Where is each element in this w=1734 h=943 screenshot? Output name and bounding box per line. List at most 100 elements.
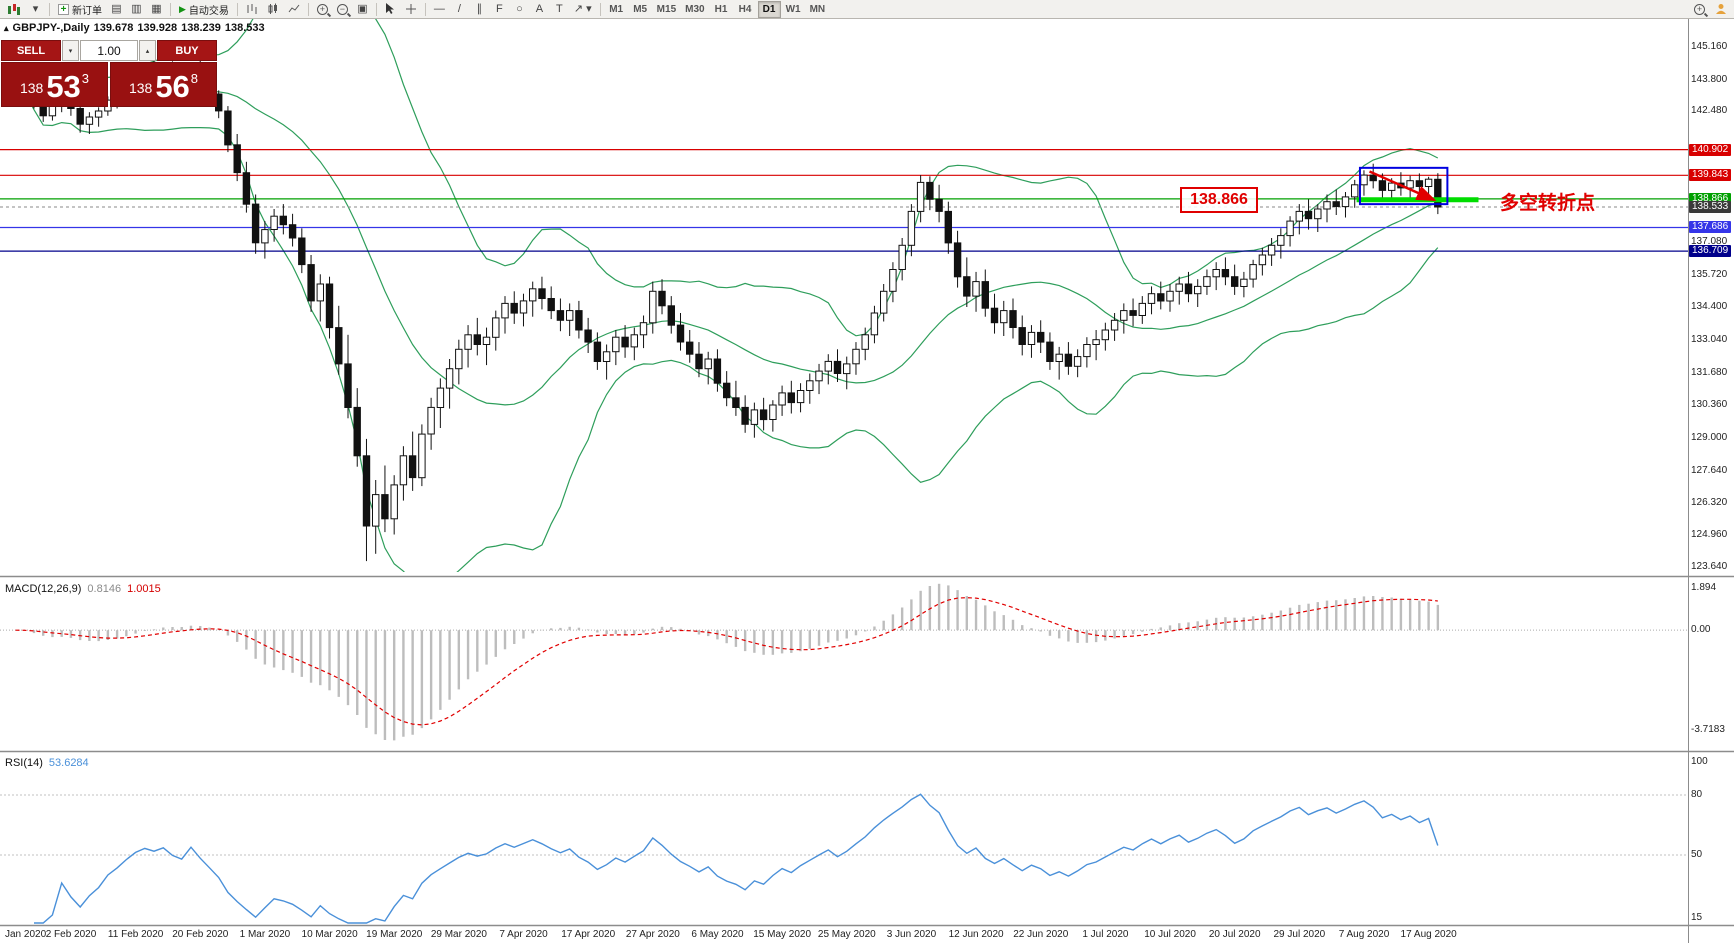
symbol-search-button[interactable]: + <box>1690 1 1709 18</box>
bid-main: 53 <box>46 69 81 104</box>
toolbar-separator <box>424 2 426 16</box>
navigator-icon: ▦ <box>151 2 162 15</box>
ask-prefix: 138 <box>128 80 153 96</box>
rsi-line <box>34 793 1439 924</box>
search-plus-icon: + <box>1694 3 1705 15</box>
crosshair-icon <box>405 4 416 14</box>
auto-trading-button[interactable]: ▶ 自动交易 <box>175 1 233 18</box>
price-axis-label: 80 <box>1691 789 1703 800</box>
cursor-button[interactable] <box>381 1 400 18</box>
timeframe-m15-button[interactable]: M15 <box>653 1 680 18</box>
mini-candles-icon <box>8 3 20 15</box>
ohlc-low: 138.239 <box>181 22 221 34</box>
toolbar-separator <box>307 2 309 16</box>
timeframe-group: M1 M5 M15 M30 H1 H4 D1 W1 MN <box>605 0 830 18</box>
consolidation-box <box>1358 166 1449 206</box>
timeframe-m5-button[interactable]: M5 <box>629 1 652 18</box>
label-tool-icon: T <box>556 2 563 15</box>
community-person-icon <box>1716 4 1726 14</box>
price-level-tag: 139.843 <box>1689 169 1732 182</box>
timeframe-w1-button[interactable]: W1 <box>782 1 805 18</box>
ask-pipette: 8 <box>190 71 199 86</box>
macd-panel <box>0 583 1688 741</box>
price-axis-label: 129.000 <box>1691 431 1728 443</box>
price-axis[interactable]: 145.160 143.800 142.480 137.080 135.720 134.4… <box>1688 19 1734 943</box>
new-order-button[interactable]: + 新订单 <box>54 1 106 18</box>
chart-dropdown-button[interactable]: ▾ <box>26 1 45 18</box>
market-watch-button[interactable]: ▤ <box>107 1 126 18</box>
price-axis-label: 143.800 <box>1691 73 1728 85</box>
main-toolbar: ▾ + 新订单 ▤ ▥ ▦ ▶ 自动交易 + − ▣ — / ∥ F ○ A T… <box>0 0 1734 19</box>
price-axis-label: -3.7183 <box>1691 723 1725 735</box>
chart-window-icon[interactable] <box>3 1 25 18</box>
horizontal-line-icon: — <box>433 2 445 15</box>
rsi-label: RSI(14) 53.6284 <box>5 757 89 769</box>
chart-line-button[interactable] <box>284 1 304 18</box>
zoom-out-icon: − <box>336 3 348 15</box>
bid-price[interactable]: 138 53 3 <box>1 62 108 107</box>
crosshair-button[interactable] <box>401 1 421 18</box>
rsi-name: RSI(14) <box>5 757 43 769</box>
volume-input[interactable]: 1.00 <box>80 40 138 61</box>
price-axis-label: 123.640 <box>1691 561 1728 573</box>
ellipse-tool-button[interactable]: ○ <box>510 1 529 18</box>
timeframe-h1-button[interactable]: H1 <box>710 1 733 18</box>
timeframe-d1-button[interactable]: D1 <box>757 0 781 18</box>
chart-bars-button[interactable] <box>242 1 262 18</box>
price-axis-label: 137.080 <box>1691 236 1728 248</box>
toolbar-separator <box>49 2 50 16</box>
trendline-tool-button[interactable]: / <box>450 1 469 18</box>
text-tool-button[interactable]: A <box>530 1 549 18</box>
price-axis-label: 124.960 <box>1691 529 1728 541</box>
timeframe-h4-button[interactable]: H4 <box>734 1 757 18</box>
ellipse-icon: ○ <box>516 2 523 15</box>
navigator-button[interactable]: ▦ <box>147 1 166 18</box>
new-order-icon: + <box>58 3 69 15</box>
macd-label: MACD(12,26,9) 0.8146 1.0015 <box>5 583 161 595</box>
one-click-panel-toggle[interactable]: ▴ <box>4 23 9 33</box>
rsi-value: 53.6284 <box>48 757 89 769</box>
price-axis-label: 145.160 <box>1691 40 1728 52</box>
timeframe-mn-button[interactable]: MN <box>806 1 830 18</box>
buy-button[interactable]: BUY <box>157 40 217 61</box>
macd-name: MACD(12,26,9) <box>5 583 82 595</box>
toolbar-separator <box>170 2 171 16</box>
volume-decrease-button[interactable]: ▾ <box>62 40 79 61</box>
ask-price[interactable]: 138 56 8 <box>110 62 217 107</box>
price-level-tag: 140.902 <box>1689 143 1732 156</box>
volume-control: ▾ 1.00 ▴ <box>62 40 156 61</box>
auto-trading-label: 自动交易 <box>188 5 229 17</box>
down-trend-arrow <box>1368 170 1437 202</box>
timeframe-m30-button[interactable]: M30 <box>681 1 708 18</box>
channel-tool-button[interactable]: ∥ <box>470 1 489 18</box>
zoom-out-button[interactable]: − <box>333 1 352 18</box>
timeframe-m1-button[interactable]: M1 <box>605 1 628 18</box>
toolbar-separator <box>236 2 238 16</box>
candle-chart-icon <box>268 3 277 14</box>
chart-candles-button[interactable] <box>263 1 283 18</box>
price-axis-label: 1.894 <box>1691 582 1717 593</box>
volume-increase-button[interactable]: ▴ <box>139 40 156 61</box>
bollinger-band-line <box>15 76 1438 406</box>
price-axis-label: 133.040 <box>1691 333 1728 345</box>
data-window-button[interactable]: ▥ <box>127 1 146 18</box>
toolbar-right-group: + <box>1690 1 1731 18</box>
toolbar-separator <box>375 2 377 16</box>
chevron-down-icon: ▾ <box>32 2 39 15</box>
text-tool-icon: A <box>535 2 544 15</box>
fibonacci-tool-button[interactable]: F <box>490 1 509 18</box>
bid-prefix: 138 <box>19 80 44 96</box>
community-button[interactable] <box>1711 1 1731 18</box>
one-click-trading-panel: SELL ▾ 1.00 ▴ BUY 138 53 3 138 56 8 <box>1 40 217 107</box>
tile-windows-button[interactable]: ▣ <box>353 1 372 18</box>
line-chart-icon <box>288 4 300 13</box>
symbol-period-label: GBPJPY-,Daily <box>12 22 90 34</box>
label-tool-button[interactable]: T <box>550 1 569 18</box>
fibonacci-icon: F <box>496 2 503 15</box>
zoom-in-button[interactable]: + <box>313 1 332 18</box>
hline-tool-button[interactable]: — <box>430 1 449 18</box>
bid-pipette: 3 <box>81 71 90 86</box>
arrows-tool-button[interactable]: ↗ ▾ <box>570 1 596 18</box>
sell-button[interactable]: SELL <box>1 40 61 61</box>
